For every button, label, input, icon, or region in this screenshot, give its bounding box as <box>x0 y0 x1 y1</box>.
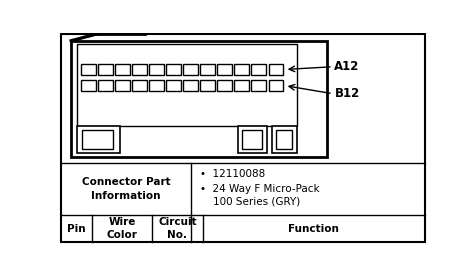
Bar <box>235 80 249 92</box>
Text: Circuit
No.: Circuit No. <box>158 217 197 241</box>
Bar <box>235 64 249 75</box>
Bar <box>273 126 297 153</box>
Bar <box>115 80 130 92</box>
Bar <box>81 80 96 92</box>
Bar <box>82 130 113 149</box>
Bar <box>115 64 130 75</box>
Bar <box>268 64 283 75</box>
Text: Wire
Color: Wire Color <box>107 217 137 241</box>
Bar <box>242 130 262 149</box>
Bar <box>276 130 292 149</box>
Bar <box>268 80 283 92</box>
Bar <box>132 64 147 75</box>
Bar <box>132 80 147 92</box>
Bar <box>166 80 181 92</box>
Bar <box>149 64 164 75</box>
Text: Function: Function <box>288 224 339 234</box>
Text: 100 Series (GRY): 100 Series (GRY) <box>213 196 300 207</box>
Text: A12: A12 <box>334 60 360 73</box>
Bar <box>77 44 297 126</box>
Bar <box>218 80 232 92</box>
Text: Connector Part
Information: Connector Part Information <box>82 177 170 201</box>
Bar <box>98 80 113 92</box>
Text: Pin: Pin <box>67 224 86 234</box>
Bar <box>201 64 215 75</box>
Bar <box>251 64 266 75</box>
Bar <box>98 64 113 75</box>
Bar <box>183 80 198 92</box>
Bar <box>149 80 164 92</box>
Text: •  12110088: • 12110088 <box>201 169 265 179</box>
Bar <box>218 64 232 75</box>
Bar <box>71 41 327 157</box>
Bar <box>81 64 96 75</box>
Text: B12: B12 <box>334 87 360 100</box>
Text: •  24 Way F Micro-Pack: • 24 Way F Micro-Pack <box>201 184 320 194</box>
Bar <box>77 126 120 153</box>
Bar <box>183 64 198 75</box>
Bar <box>251 80 266 92</box>
Bar <box>201 80 215 92</box>
Bar <box>237 126 267 153</box>
Bar <box>166 64 181 75</box>
